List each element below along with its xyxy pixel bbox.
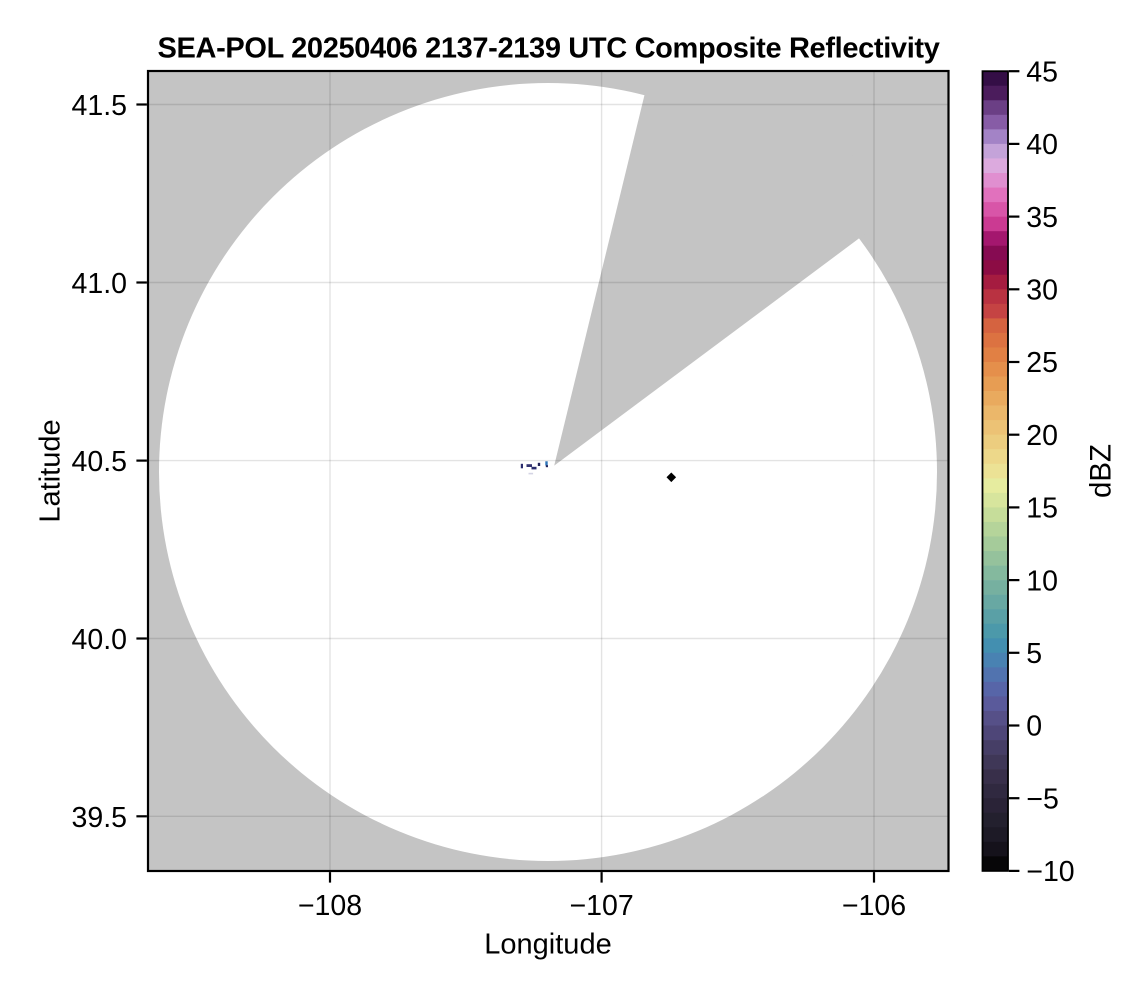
- svg-text:10: 10: [1026, 565, 1058, 597]
- svg-text:dBZ: dBZ: [1085, 444, 1118, 498]
- svg-text:40: 40: [1026, 129, 1058, 161]
- svg-text:−10: −10: [1026, 856, 1074, 888]
- svg-text:15: 15: [1026, 493, 1058, 525]
- svg-text:−5: −5: [1026, 783, 1059, 815]
- svg-text:39.5: 39.5: [72, 802, 127, 834]
- svg-text:−106: −106: [842, 890, 906, 922]
- svg-text:−108: −108: [298, 890, 362, 922]
- svg-text:5: 5: [1026, 638, 1042, 670]
- svg-text:−107: −107: [569, 890, 633, 922]
- svg-text:Longitude: Longitude: [484, 928, 611, 960]
- svg-text:20: 20: [1026, 420, 1058, 452]
- svg-text:41.0: 41.0: [72, 268, 127, 300]
- svg-text:0: 0: [1026, 711, 1042, 743]
- svg-text:Latitude: Latitude: [35, 419, 67, 522]
- svg-text:35: 35: [1026, 202, 1058, 234]
- svg-text:25: 25: [1026, 347, 1058, 379]
- svg-text:40.5: 40.5: [72, 446, 127, 478]
- svg-text:40.0: 40.0: [72, 624, 127, 656]
- svg-text:45: 45: [1026, 56, 1058, 88]
- svg-text:30: 30: [1026, 275, 1058, 307]
- svg-text:41.5: 41.5: [72, 90, 127, 122]
- svg-text:SEA-POL 20250406 2137-2139 UTC: SEA-POL 20250406 2137-2139 UTC Composite…: [158, 32, 940, 64]
